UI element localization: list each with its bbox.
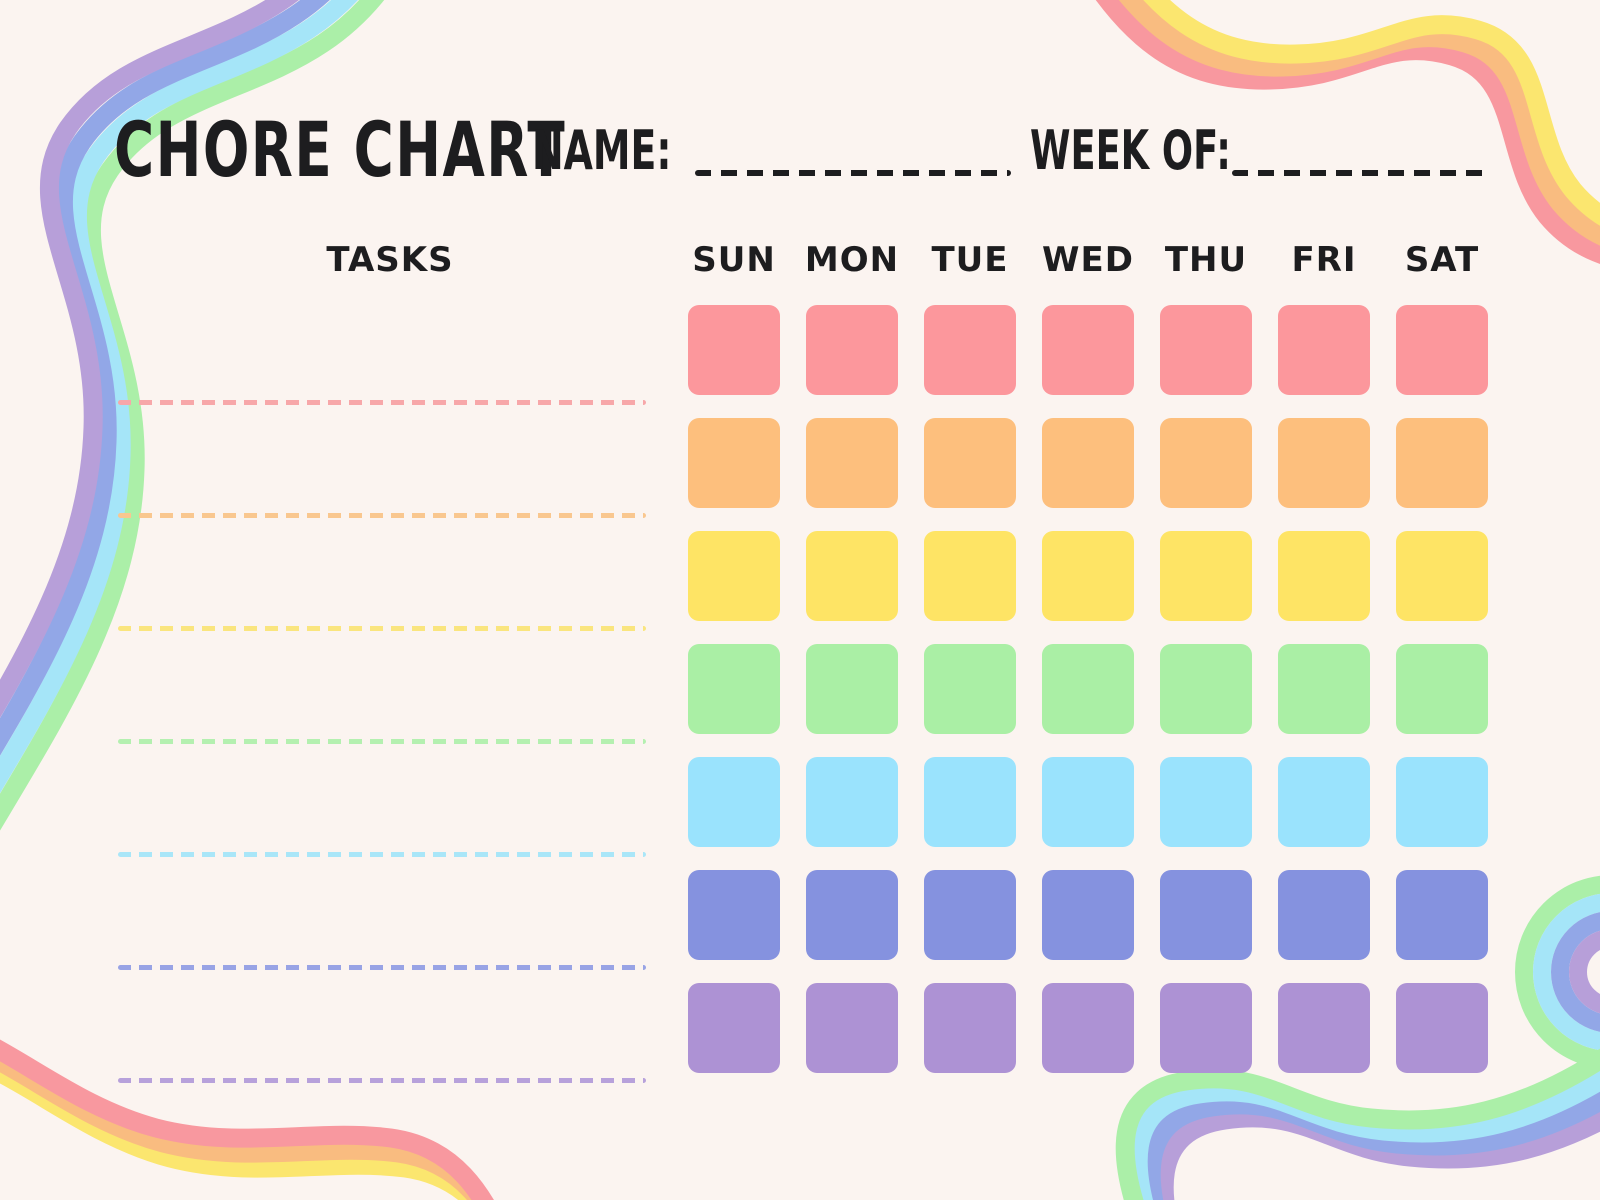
chore-cell-yellow-mon[interactable] <box>806 531 898 621</box>
page-title: CHORE CHART <box>114 105 567 194</box>
chore-cell-blue-thu[interactable] <box>1160 757 1252 847</box>
chore-cell-yellow-sun[interactable] <box>688 531 780 621</box>
day-header-sun: SUN <box>692 240 776 280</box>
day-header-wed: WED <box>1042 240 1134 280</box>
chore-cell-purple-thu[interactable] <box>1160 983 1252 1073</box>
chore-cell-red-mon[interactable] <box>806 305 898 395</box>
day-header-mon: MON <box>804 240 900 280</box>
chore-cell-yellow-fri[interactable] <box>1278 531 1370 621</box>
task-entry-line-purple[interactable] <box>118 1078 646 1083</box>
chore-cell-red-sun[interactable] <box>688 305 780 395</box>
chore-cell-red-fri[interactable] <box>1278 305 1370 395</box>
task-entry-line-periwinkle[interactable] <box>118 965 646 970</box>
chore-cell-blue-wed[interactable] <box>1042 757 1134 847</box>
chore-cell-purple-sun[interactable] <box>688 983 780 1073</box>
chore-cell-green-sat[interactable] <box>1396 644 1488 734</box>
chore-cell-yellow-sat[interactable] <box>1396 531 1488 621</box>
chore-cell-orange-tue[interactable] <box>924 418 1016 508</box>
chore-cell-red-tue[interactable] <box>924 305 1016 395</box>
chore-cell-blue-mon[interactable] <box>806 757 898 847</box>
chore-cell-green-mon[interactable] <box>806 644 898 734</box>
week-of-label: WEEK OF: <box>1030 119 1231 182</box>
day-header-fri: FRI <box>1291 240 1357 280</box>
chore-cell-orange-sat[interactable] <box>1396 418 1488 508</box>
chore-cell-purple-fri[interactable] <box>1278 983 1370 1073</box>
week-of-input-line[interactable] <box>1232 170 1485 176</box>
task-entry-line-blue[interactable] <box>118 852 646 857</box>
chore-cell-purple-wed[interactable] <box>1042 983 1134 1073</box>
day-header-thu: THU <box>1164 240 1248 280</box>
chore-cell-periwinkle-tue[interactable] <box>924 870 1016 960</box>
chore-cell-periwinkle-mon[interactable] <box>806 870 898 960</box>
chore-cell-blue-fri[interactable] <box>1278 757 1370 847</box>
name-label: NAME: <box>532 119 672 182</box>
chore-cell-yellow-wed[interactable] <box>1042 531 1134 621</box>
chore-cell-orange-mon[interactable] <box>806 418 898 508</box>
chore-cell-red-wed[interactable] <box>1042 305 1134 395</box>
chore-cell-red-sat[interactable] <box>1396 305 1488 395</box>
chore-cell-green-wed[interactable] <box>1042 644 1134 734</box>
chore-cell-purple-sat[interactable] <box>1396 983 1488 1073</box>
chore-cell-orange-sun[interactable] <box>688 418 780 508</box>
chore-cell-green-fri[interactable] <box>1278 644 1370 734</box>
chore-cell-blue-sat[interactable] <box>1396 757 1488 847</box>
task-entry-line-green[interactable] <box>118 739 646 744</box>
day-header-sat: SAT <box>1404 240 1480 280</box>
chore-cell-orange-wed[interactable] <box>1042 418 1134 508</box>
chore-cell-orange-fri[interactable] <box>1278 418 1370 508</box>
chore-cell-periwinkle-thu[interactable] <box>1160 870 1252 960</box>
chore-cell-periwinkle-fri[interactable] <box>1278 870 1370 960</box>
chore-cell-periwinkle-sat[interactable] <box>1396 870 1488 960</box>
chore-cell-purple-mon[interactable] <box>806 983 898 1073</box>
chore-cell-red-thu[interactable] <box>1160 305 1252 395</box>
task-entry-line-red[interactable] <box>118 400 646 405</box>
name-input-line[interactable] <box>695 170 1011 176</box>
chore-cell-blue-sun[interactable] <box>688 757 780 847</box>
chore-cell-green-thu[interactable] <box>1160 644 1252 734</box>
chore-cell-yellow-tue[interactable] <box>924 531 1016 621</box>
task-entry-line-yellow[interactable] <box>118 626 646 631</box>
chore-cell-periwinkle-wed[interactable] <box>1042 870 1134 960</box>
chore-cell-periwinkle-sun[interactable] <box>688 870 780 960</box>
chore-cell-orange-thu[interactable] <box>1160 418 1252 508</box>
day-header-tue: TUE <box>931 240 1009 280</box>
chore-cell-purple-tue[interactable] <box>924 983 1016 1073</box>
task-entry-line-orange[interactable] <box>118 513 646 518</box>
chore-cell-green-sun[interactable] <box>688 644 780 734</box>
tasks-column-header: TASKS <box>326 240 454 280</box>
chore-cell-green-tue[interactable] <box>924 644 1016 734</box>
chore-cell-blue-tue[interactable] <box>924 757 1016 847</box>
chore-cell-yellow-thu[interactable] <box>1160 531 1252 621</box>
